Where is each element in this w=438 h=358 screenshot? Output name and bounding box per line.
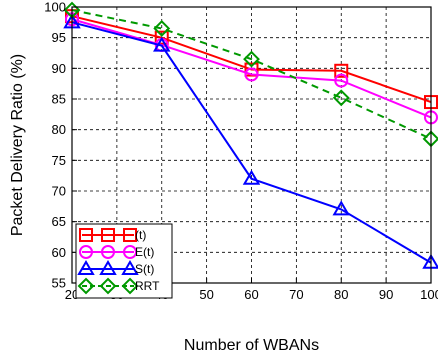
y-tick-label: 70 xyxy=(52,184,66,199)
y-tick-label: 90 xyxy=(52,61,66,76)
legend-marker xyxy=(121,260,139,275)
x-tick-label: 80 xyxy=(334,287,348,302)
y-tick-label: 65 xyxy=(52,214,66,229)
legend-entry: (t) xyxy=(79,228,146,242)
y-axis-title: Packet Delivery Ratio (%) xyxy=(9,54,26,236)
x-tick-label: 90 xyxy=(379,287,393,302)
legend-label: RRT xyxy=(135,279,160,293)
legend-marker xyxy=(101,245,115,259)
y-tick-label: 100 xyxy=(44,0,66,15)
x-tick-label: 60 xyxy=(244,287,258,302)
series-line xyxy=(71,15,432,104)
x-tick-label: 50 xyxy=(199,287,213,302)
legend-marker xyxy=(79,245,93,259)
series-line xyxy=(71,21,432,264)
series-line xyxy=(71,9,432,140)
x-axis-title: Number of WBANs xyxy=(184,337,319,354)
legend-label: (t) xyxy=(135,228,146,242)
x-tick-label: 100 xyxy=(420,287,438,302)
legend-marker xyxy=(99,277,117,295)
legend: (t) E(t) S(t) RRT xyxy=(75,223,173,299)
legend-entry: RRT xyxy=(77,277,160,295)
data-point xyxy=(244,67,259,82)
x-tick-label: 70 xyxy=(289,287,303,302)
legend-entry: S(t) xyxy=(77,260,154,276)
y-tick-label: 60 xyxy=(52,245,66,260)
data-point xyxy=(332,200,350,216)
legend-label: E(t) xyxy=(135,245,154,259)
series-3 xyxy=(63,1,438,148)
y-tick-label: 55 xyxy=(52,276,66,291)
legend-marker xyxy=(77,277,95,295)
data-point xyxy=(334,63,349,78)
legend-marker xyxy=(79,228,93,242)
data-point xyxy=(153,20,171,37)
data-point xyxy=(242,169,261,185)
series-layer xyxy=(63,1,438,269)
data-point xyxy=(154,30,169,45)
data-point xyxy=(334,73,349,88)
legend-entry: E(t) xyxy=(79,245,154,259)
data-point xyxy=(243,50,260,68)
legend-marker xyxy=(77,260,95,275)
data-point xyxy=(244,62,259,77)
series-line xyxy=(71,18,432,119)
y-tick-label: 95 xyxy=(52,30,66,45)
legend-marker xyxy=(123,245,137,259)
y-tick-label: 85 xyxy=(52,92,66,107)
legend-marker xyxy=(123,228,137,242)
legend-marker xyxy=(99,260,117,275)
y-tick-label: 80 xyxy=(52,122,66,137)
data-point xyxy=(153,36,171,52)
data-point xyxy=(332,89,350,107)
legend-marker xyxy=(101,228,115,242)
legend-label: S(t) xyxy=(135,262,154,276)
legend-marker xyxy=(121,277,139,295)
y-tick-label: 75 xyxy=(52,153,66,168)
